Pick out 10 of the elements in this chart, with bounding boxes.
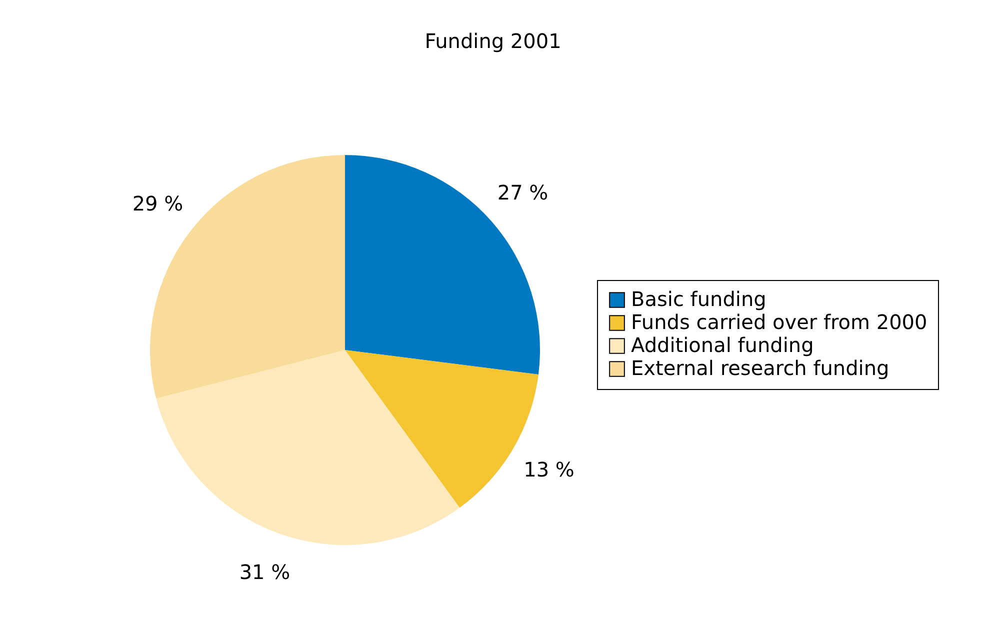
legend-label: External research funding bbox=[631, 356, 890, 380]
data-label: 31 % bbox=[239, 560, 290, 584]
legend-label: Basic funding bbox=[631, 287, 766, 311]
legend-label: Additional funding bbox=[631, 333, 814, 357]
data-label: 27 % bbox=[497, 180, 548, 204]
pie-slice bbox=[156, 350, 460, 545]
legend-label: Funds carried over from 2000 bbox=[631, 310, 928, 334]
data-label: 13 % bbox=[524, 458, 574, 482]
data-label: 29 % bbox=[132, 192, 184, 216]
chart-title: Funding 2001 bbox=[424, 29, 562, 53]
